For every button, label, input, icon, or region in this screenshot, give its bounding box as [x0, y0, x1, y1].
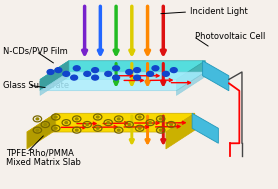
- Circle shape: [113, 75, 120, 80]
- Circle shape: [92, 75, 98, 80]
- Polygon shape: [192, 113, 218, 143]
- Circle shape: [63, 71, 70, 76]
- Polygon shape: [203, 61, 229, 91]
- Polygon shape: [177, 72, 205, 95]
- Polygon shape: [40, 61, 69, 91]
- Circle shape: [147, 71, 153, 76]
- Circle shape: [117, 129, 120, 131]
- Circle shape: [96, 116, 99, 118]
- Circle shape: [55, 68, 62, 73]
- Circle shape: [96, 127, 99, 129]
- Text: N-CDs/PVP Film: N-CDs/PVP Film: [3, 47, 68, 56]
- Circle shape: [65, 122, 68, 124]
- Circle shape: [105, 71, 112, 76]
- Circle shape: [75, 118, 78, 120]
- Circle shape: [159, 129, 162, 131]
- Circle shape: [163, 71, 169, 76]
- Circle shape: [54, 116, 57, 118]
- Circle shape: [92, 68, 98, 73]
- Circle shape: [159, 118, 162, 120]
- Circle shape: [113, 66, 120, 71]
- Circle shape: [75, 129, 78, 131]
- Polygon shape: [40, 72, 69, 95]
- Circle shape: [170, 68, 177, 73]
- Circle shape: [86, 124, 89, 125]
- Circle shape: [36, 129, 39, 131]
- Circle shape: [84, 71, 91, 76]
- Circle shape: [134, 75, 140, 80]
- Circle shape: [170, 124, 172, 125]
- Polygon shape: [166, 113, 195, 149]
- Circle shape: [117, 118, 120, 120]
- Circle shape: [128, 124, 130, 125]
- Polygon shape: [177, 61, 205, 91]
- Polygon shape: [40, 61, 205, 80]
- Circle shape: [107, 122, 110, 124]
- Polygon shape: [40, 72, 205, 91]
- Circle shape: [71, 75, 78, 80]
- Circle shape: [149, 122, 152, 124]
- Circle shape: [152, 66, 159, 71]
- Circle shape: [44, 124, 47, 125]
- Circle shape: [73, 66, 80, 71]
- Text: Mixed Matrix Slab: Mixed Matrix Slab: [6, 158, 81, 167]
- Circle shape: [138, 127, 141, 129]
- Polygon shape: [27, 113, 56, 149]
- Polygon shape: [27, 113, 195, 132]
- Circle shape: [138, 116, 141, 118]
- Circle shape: [134, 68, 140, 73]
- Text: Incident Light: Incident Light: [190, 7, 247, 16]
- Text: Photovoltaic Cell: Photovoltaic Cell: [195, 32, 265, 41]
- Circle shape: [47, 70, 54, 74]
- Circle shape: [126, 70, 133, 74]
- Circle shape: [54, 127, 57, 129]
- Text: TPFE-Rho/PMMA: TPFE-Rho/PMMA: [6, 148, 74, 157]
- Circle shape: [36, 118, 39, 120]
- Text: Glass Substrate: Glass Substrate: [3, 81, 70, 90]
